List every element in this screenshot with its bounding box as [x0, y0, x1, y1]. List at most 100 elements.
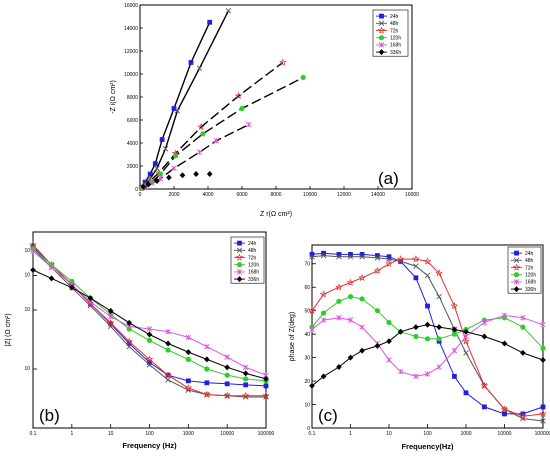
panel-label-a: (a)	[378, 169, 399, 188]
data-point-120h	[436, 336, 442, 342]
data-point-24h	[336, 251, 342, 257]
data-point-336h	[193, 171, 199, 178]
x-tick-label: 16000	[405, 192, 419, 198]
data-point-168h	[213, 137, 220, 144]
x-tick-label: 12000	[337, 192, 351, 198]
data-point-24h	[126, 341, 132, 346]
data-point-168h	[146, 326, 153, 332]
data-point-72h	[279, 58, 287, 66]
data-point-168h	[171, 165, 177, 172]
data-point-48h	[225, 8, 232, 14]
data-point-168h	[242, 364, 249, 371]
series-line-24h	[141, 22, 211, 188]
data-point-336h	[224, 364, 230, 371]
legend-label-48h: 48h	[525, 258, 534, 264]
data-point-48h	[126, 343, 132, 350]
data-point-120h	[386, 319, 392, 326]
data-point-24h	[159, 137, 165, 142]
y-tick-label: 70	[304, 262, 310, 268]
series-24h	[139, 19, 213, 190]
legend-marker-24h	[237, 240, 242, 246]
y-tick-label: 16000	[124, 3, 138, 9]
data-point-336h	[126, 319, 132, 326]
legend-label-24h: 24h	[390, 14, 399, 20]
data-point-168h	[424, 371, 431, 377]
data-point-168h	[347, 317, 354, 323]
legend-marker-336h	[378, 49, 385, 56]
series-168h	[309, 312, 546, 380]
data-point-72h	[106, 318, 115, 326]
x-tick-label: 100000	[258, 431, 275, 437]
legend-marker-168h	[513, 279, 520, 285]
data-point-120h	[239, 105, 245, 112]
x-tick-label: 100	[145, 431, 154, 437]
y-tick-label: 0	[135, 187, 138, 193]
series-72h	[137, 58, 287, 192]
data-point-72h	[29, 240, 37, 249]
data-point-336h	[204, 356, 210, 363]
data-point-336h	[185, 349, 192, 356]
data-point-168h	[204, 343, 210, 350]
x-tick-label: 1000	[460, 431, 471, 437]
series-336h	[309, 321, 546, 389]
series-line-72h	[141, 61, 284, 189]
legend-marker-48h	[378, 20, 385, 27]
data-point-168h	[185, 334, 192, 341]
data-point-168h	[165, 328, 171, 335]
data-point-168h	[107, 313, 114, 320]
x-tick-label: 0.1	[309, 431, 316, 437]
data-point-72h	[462, 337, 470, 345]
data-point-336h	[520, 349, 526, 356]
data-point-48h	[374, 255, 381, 261]
data-point-24h	[204, 380, 210, 386]
data-point-72h	[262, 391, 270, 399]
data-point-336h	[48, 275, 55, 282]
legend-label-72h: 72h	[525, 265, 534, 271]
data-point-24h	[481, 404, 487, 410]
series-line-120h	[141, 76, 304, 189]
data-point-336h	[154, 177, 160, 184]
data-point-120h	[374, 308, 381, 314]
legend-marker-48h	[236, 247, 243, 254]
y-tick-label: 8000	[127, 95, 138, 101]
data-point-72h	[412, 255, 420, 263]
data-point-48h	[309, 254, 315, 260]
data-point-120h	[173, 153, 179, 159]
data-point-72h	[125, 337, 133, 345]
series-line-336h	[311, 324, 544, 387]
data-point-24h	[386, 254, 392, 260]
x-tick-label: 10	[108, 431, 114, 437]
data-point-120h	[336, 298, 342, 304]
legend-label-168h: 168h	[248, 270, 259, 276]
chart-a: 0 2000 4000 6000 8000 10000 12000 14000 16000 0 20…	[110, 3, 419, 218]
data-point-336h	[179, 172, 186, 179]
data-point-168h	[224, 354, 230, 360]
data-point-168h	[481, 319, 488, 326]
x-tick-label: 1	[70, 431, 73, 437]
data-point-48h	[196, 65, 203, 71]
data-point-24h	[171, 106, 177, 111]
data-point-48h	[424, 272, 431, 279]
data-point-336h	[87, 295, 94, 302]
x-tick-label: 10000	[303, 192, 317, 198]
data-point-336h	[374, 342, 381, 349]
data-point-168h	[436, 364, 442, 370]
series-72h	[308, 255, 547, 420]
legend-marker-336h	[513, 286, 520, 293]
data-point-168h	[386, 357, 392, 363]
data-point-120h	[300, 74, 306, 81]
data-point-336h	[481, 333, 488, 340]
data-point-168h	[320, 317, 327, 323]
legend-marker-168h	[236, 269, 243, 275]
x-axis-label: Frequency(Hz)	[401, 442, 454, 451]
y-axis-label: -Z i(Ω cm²)	[110, 80, 117, 114]
data-point-24h	[375, 253, 380, 258]
data-point-24h	[147, 360, 152, 365]
data-point-72h	[234, 91, 243, 100]
legend-marker-120h	[513, 272, 520, 278]
legend-box	[507, 246, 542, 294]
data-point-24h	[185, 378, 191, 384]
data-point-72h	[184, 384, 193, 392]
legend-marker-336h	[236, 276, 243, 283]
data-point-24h	[263, 383, 269, 389]
